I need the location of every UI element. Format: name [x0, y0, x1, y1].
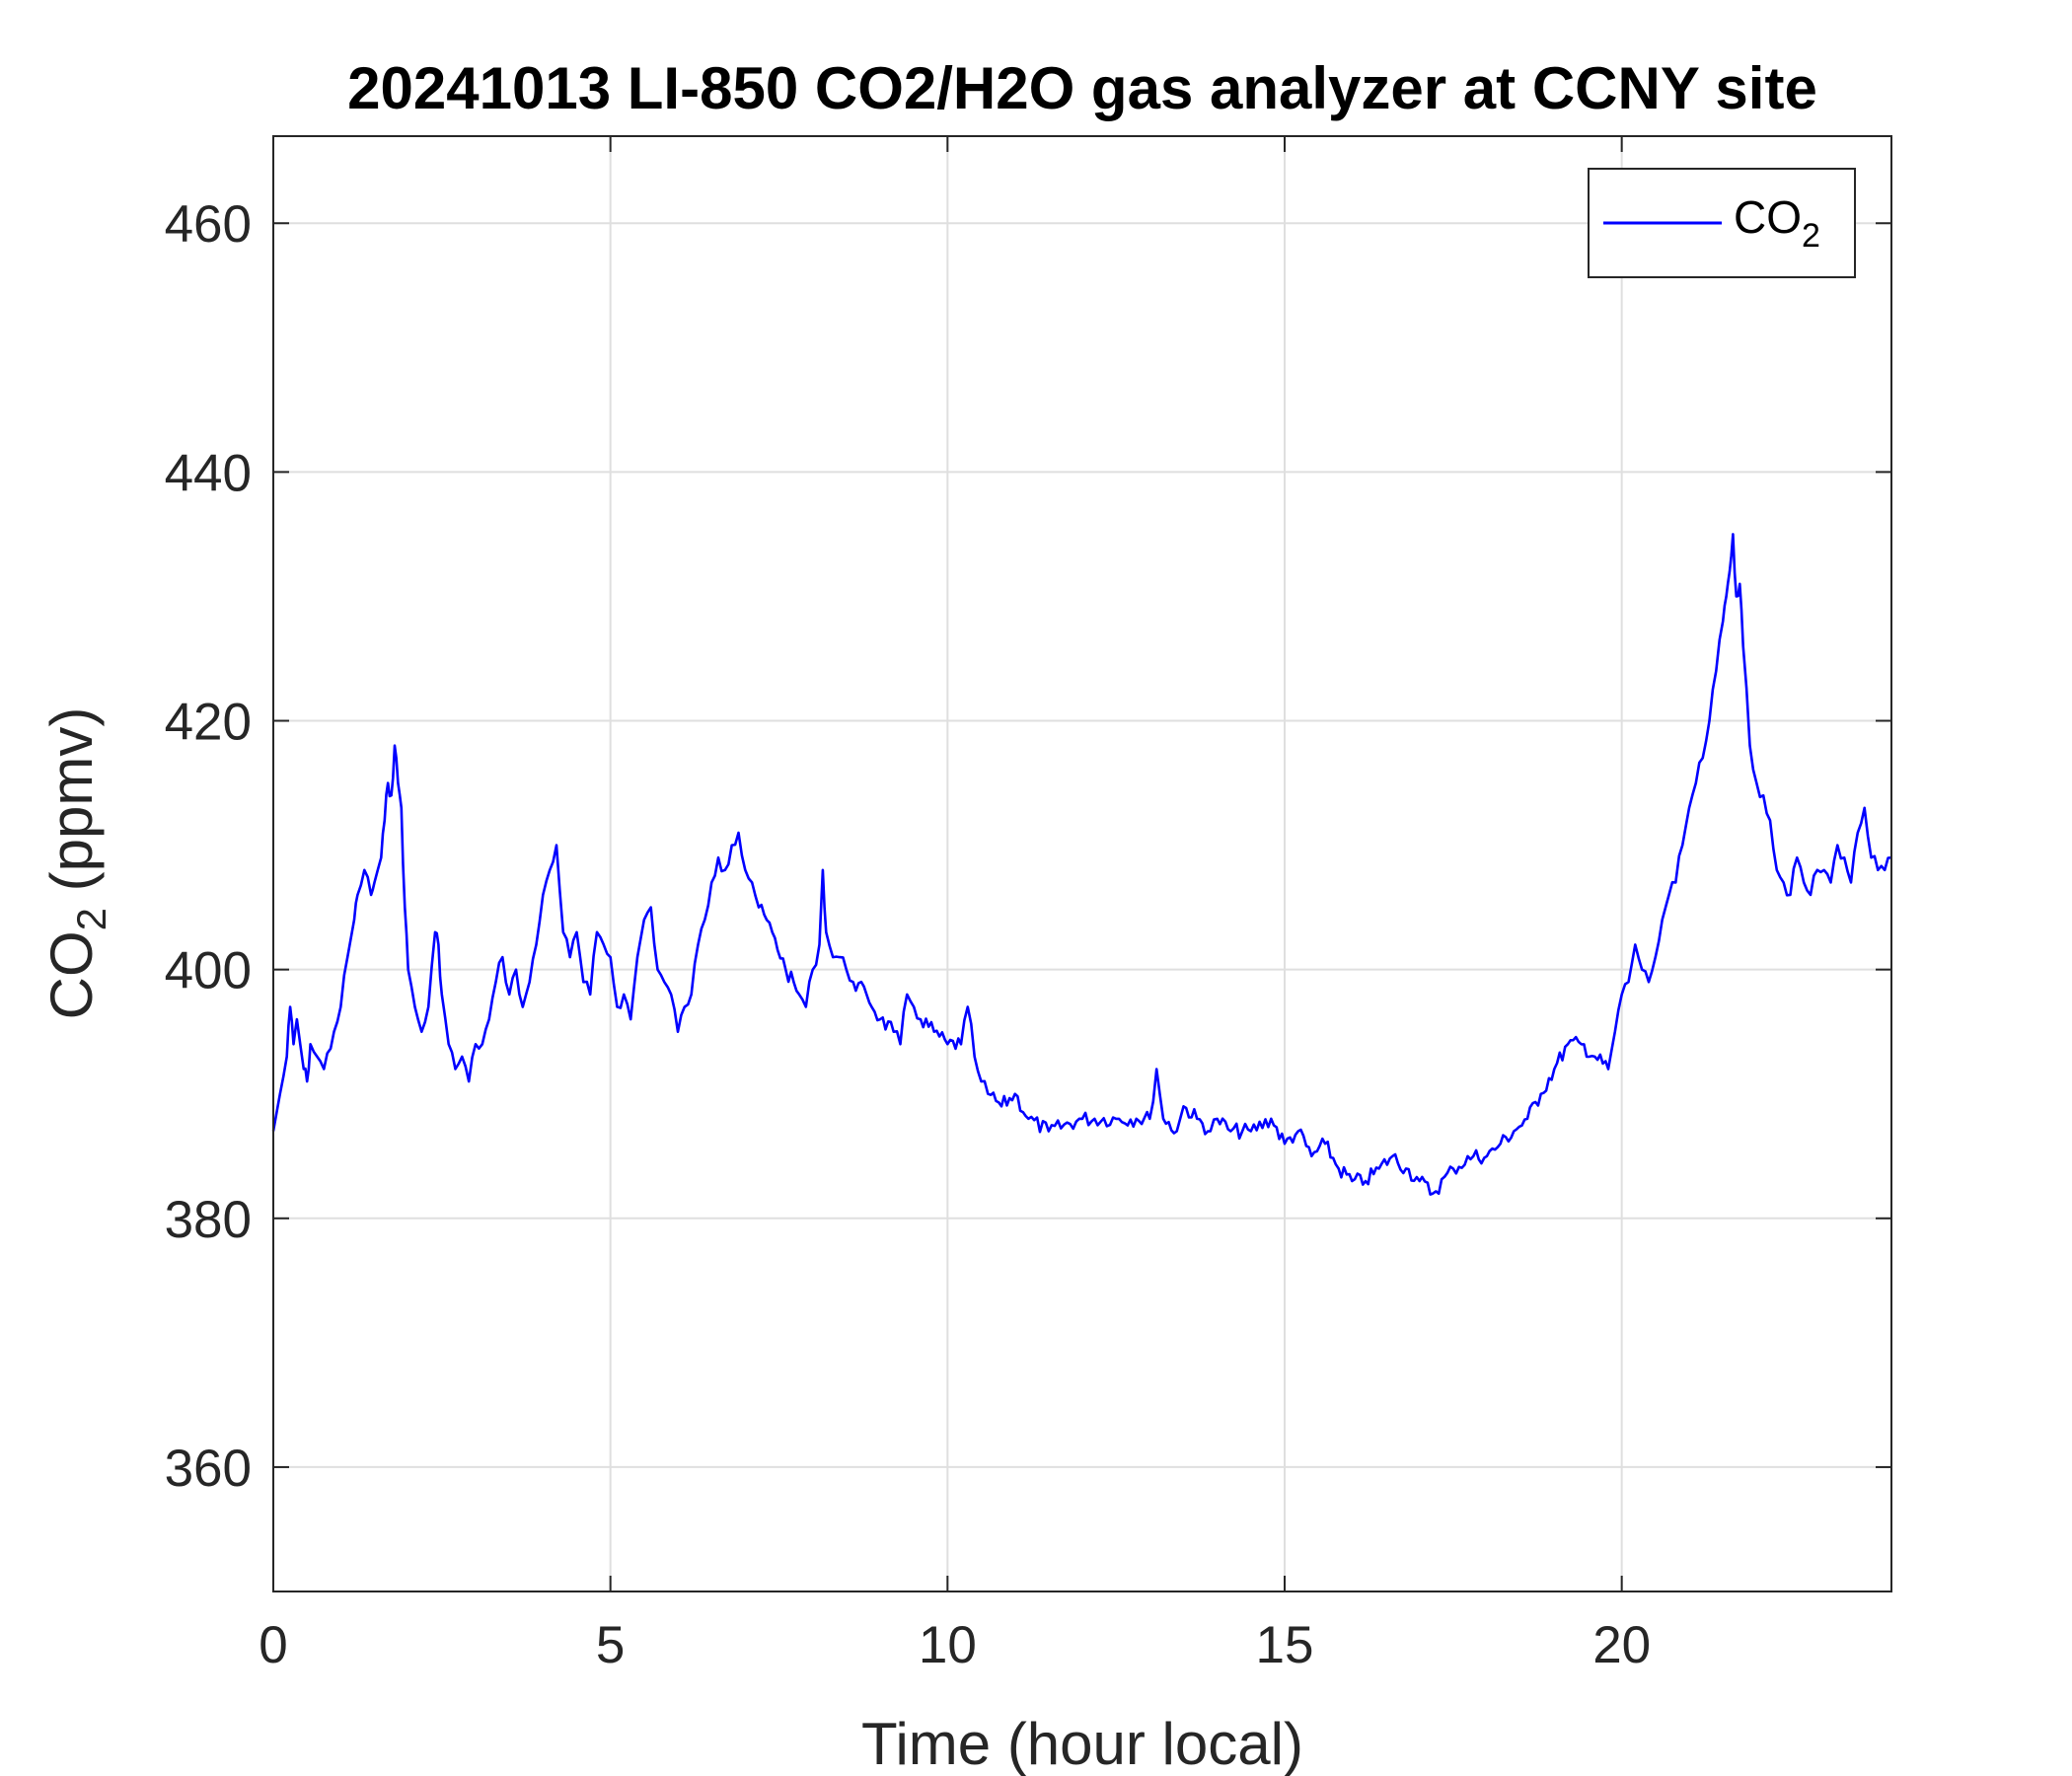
y-axis-label-subscript: 2 — [68, 908, 114, 930]
y-tick-label: 380 — [165, 1191, 252, 1249]
y-tick-label: 400 — [165, 942, 252, 1000]
y-tick-label: 360 — [165, 1440, 252, 1498]
legend-label-main: CO — [1734, 191, 1802, 243]
chart-title: 20241013 LI-850 CO2/H2O gas analyzer at … — [347, 55, 1817, 121]
x-tick-label: 10 — [919, 1616, 977, 1674]
series-layer — [271, 533, 1892, 1196]
y-tick-label: 440 — [165, 444, 252, 502]
series-line-co2 — [271, 533, 1892, 1196]
y-tick-label: 460 — [165, 195, 252, 254]
legend-label: CO2 — [1734, 191, 1820, 255]
plot-area — [273, 136, 1891, 1591]
plot-frame — [272, 135, 1892, 1592]
legend: CO2 — [1588, 168, 1856, 278]
x-axis-label: Time (hour local) — [861, 1711, 1303, 1776]
x-tick-label: 20 — [1592, 1616, 1651, 1674]
y-axis-label-main: CO — [38, 930, 105, 1019]
x-tick-label: 0 — [259, 1616, 287, 1674]
y-axis-label-units: (ppmv) — [38, 707, 105, 908]
x-tick-label: 15 — [1256, 1616, 1314, 1674]
y-tick-label: 420 — [165, 694, 252, 752]
legend-label-subscript: 2 — [1802, 217, 1820, 255]
y-axis-label: CO2 (ppmv) — [38, 707, 114, 1020]
x-tick-label: 5 — [596, 1616, 625, 1674]
axis-ticks: 0 5 10 15 20 360 380 400 420 440 460 — [165, 136, 1891, 1674]
